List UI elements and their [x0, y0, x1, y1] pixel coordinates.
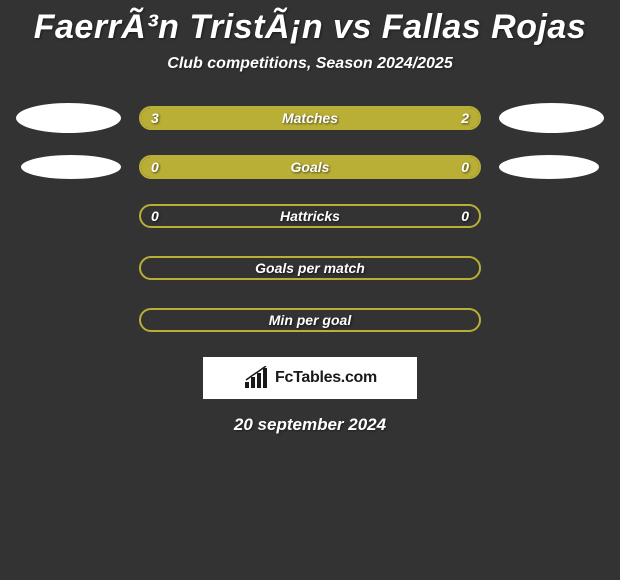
page-title: FaerrÃ³n TristÃ¡n vs Fallas Rojas: [0, 3, 620, 55]
right-value: 0: [461, 159, 469, 175]
stats-list: 3 Matches 2 0 Goals 0 0 Hattricks 0 Goals per mat…: [0, 103, 620, 335]
left-marker: [21, 155, 121, 179]
stat-bar: 0 Hattricks 0: [139, 204, 481, 228]
stat-row: 0 Hattricks 0: [0, 201, 620, 231]
fctables-logo: FcTables.com: [203, 357, 417, 399]
bar-chart-icon: [243, 366, 271, 390]
stat-row: Min per goal: [0, 305, 620, 335]
right-value: 0: [461, 208, 469, 224]
stat-label: Matches: [282, 110, 338, 126]
stat-row: 0 Goals 0: [0, 155, 620, 179]
stat-bar: Goals per match: [139, 256, 481, 280]
left-value: 3: [151, 110, 159, 126]
logo-box: FcTables.com: [0, 357, 620, 399]
stat-row: 3 Matches 2: [0, 103, 620, 133]
subtitle: Club competitions, Season 2024/2025: [0, 55, 620, 103]
stat-label: Min per goal: [269, 312, 351, 328]
bar-fill-right: [344, 108, 479, 128]
spacer: [499, 305, 604, 335]
date-label: 20 september 2024: [0, 415, 620, 435]
stat-label: Goals per match: [255, 260, 365, 276]
right-marker: [499, 155, 599, 179]
spacer: [16, 201, 121, 231]
right-value: 2: [461, 110, 469, 126]
spacer: [16, 305, 121, 335]
left-value: 0: [151, 208, 159, 224]
right-marker: [499, 103, 604, 133]
spacer: [499, 253, 604, 283]
stat-label: Goals: [291, 159, 330, 175]
bar-fill-left: [141, 157, 310, 177]
left-value: 0: [151, 159, 159, 175]
spacer: [499, 201, 604, 231]
stat-bar: 3 Matches 2: [139, 106, 481, 130]
stat-bar: Min per goal: [139, 308, 481, 332]
stat-label: Hattricks: [280, 208, 340, 224]
stat-row: Goals per match: [0, 253, 620, 283]
stat-bar: 0 Goals 0: [139, 155, 481, 179]
bar-fill-right: [310, 157, 479, 177]
left-marker: [16, 103, 121, 133]
logo-text: FcTables.com: [275, 369, 377, 387]
comparison-infographic: FaerrÃ³n TristÃ¡n vs Fallas Rojas Club c…: [0, 0, 620, 435]
spacer: [16, 253, 121, 283]
